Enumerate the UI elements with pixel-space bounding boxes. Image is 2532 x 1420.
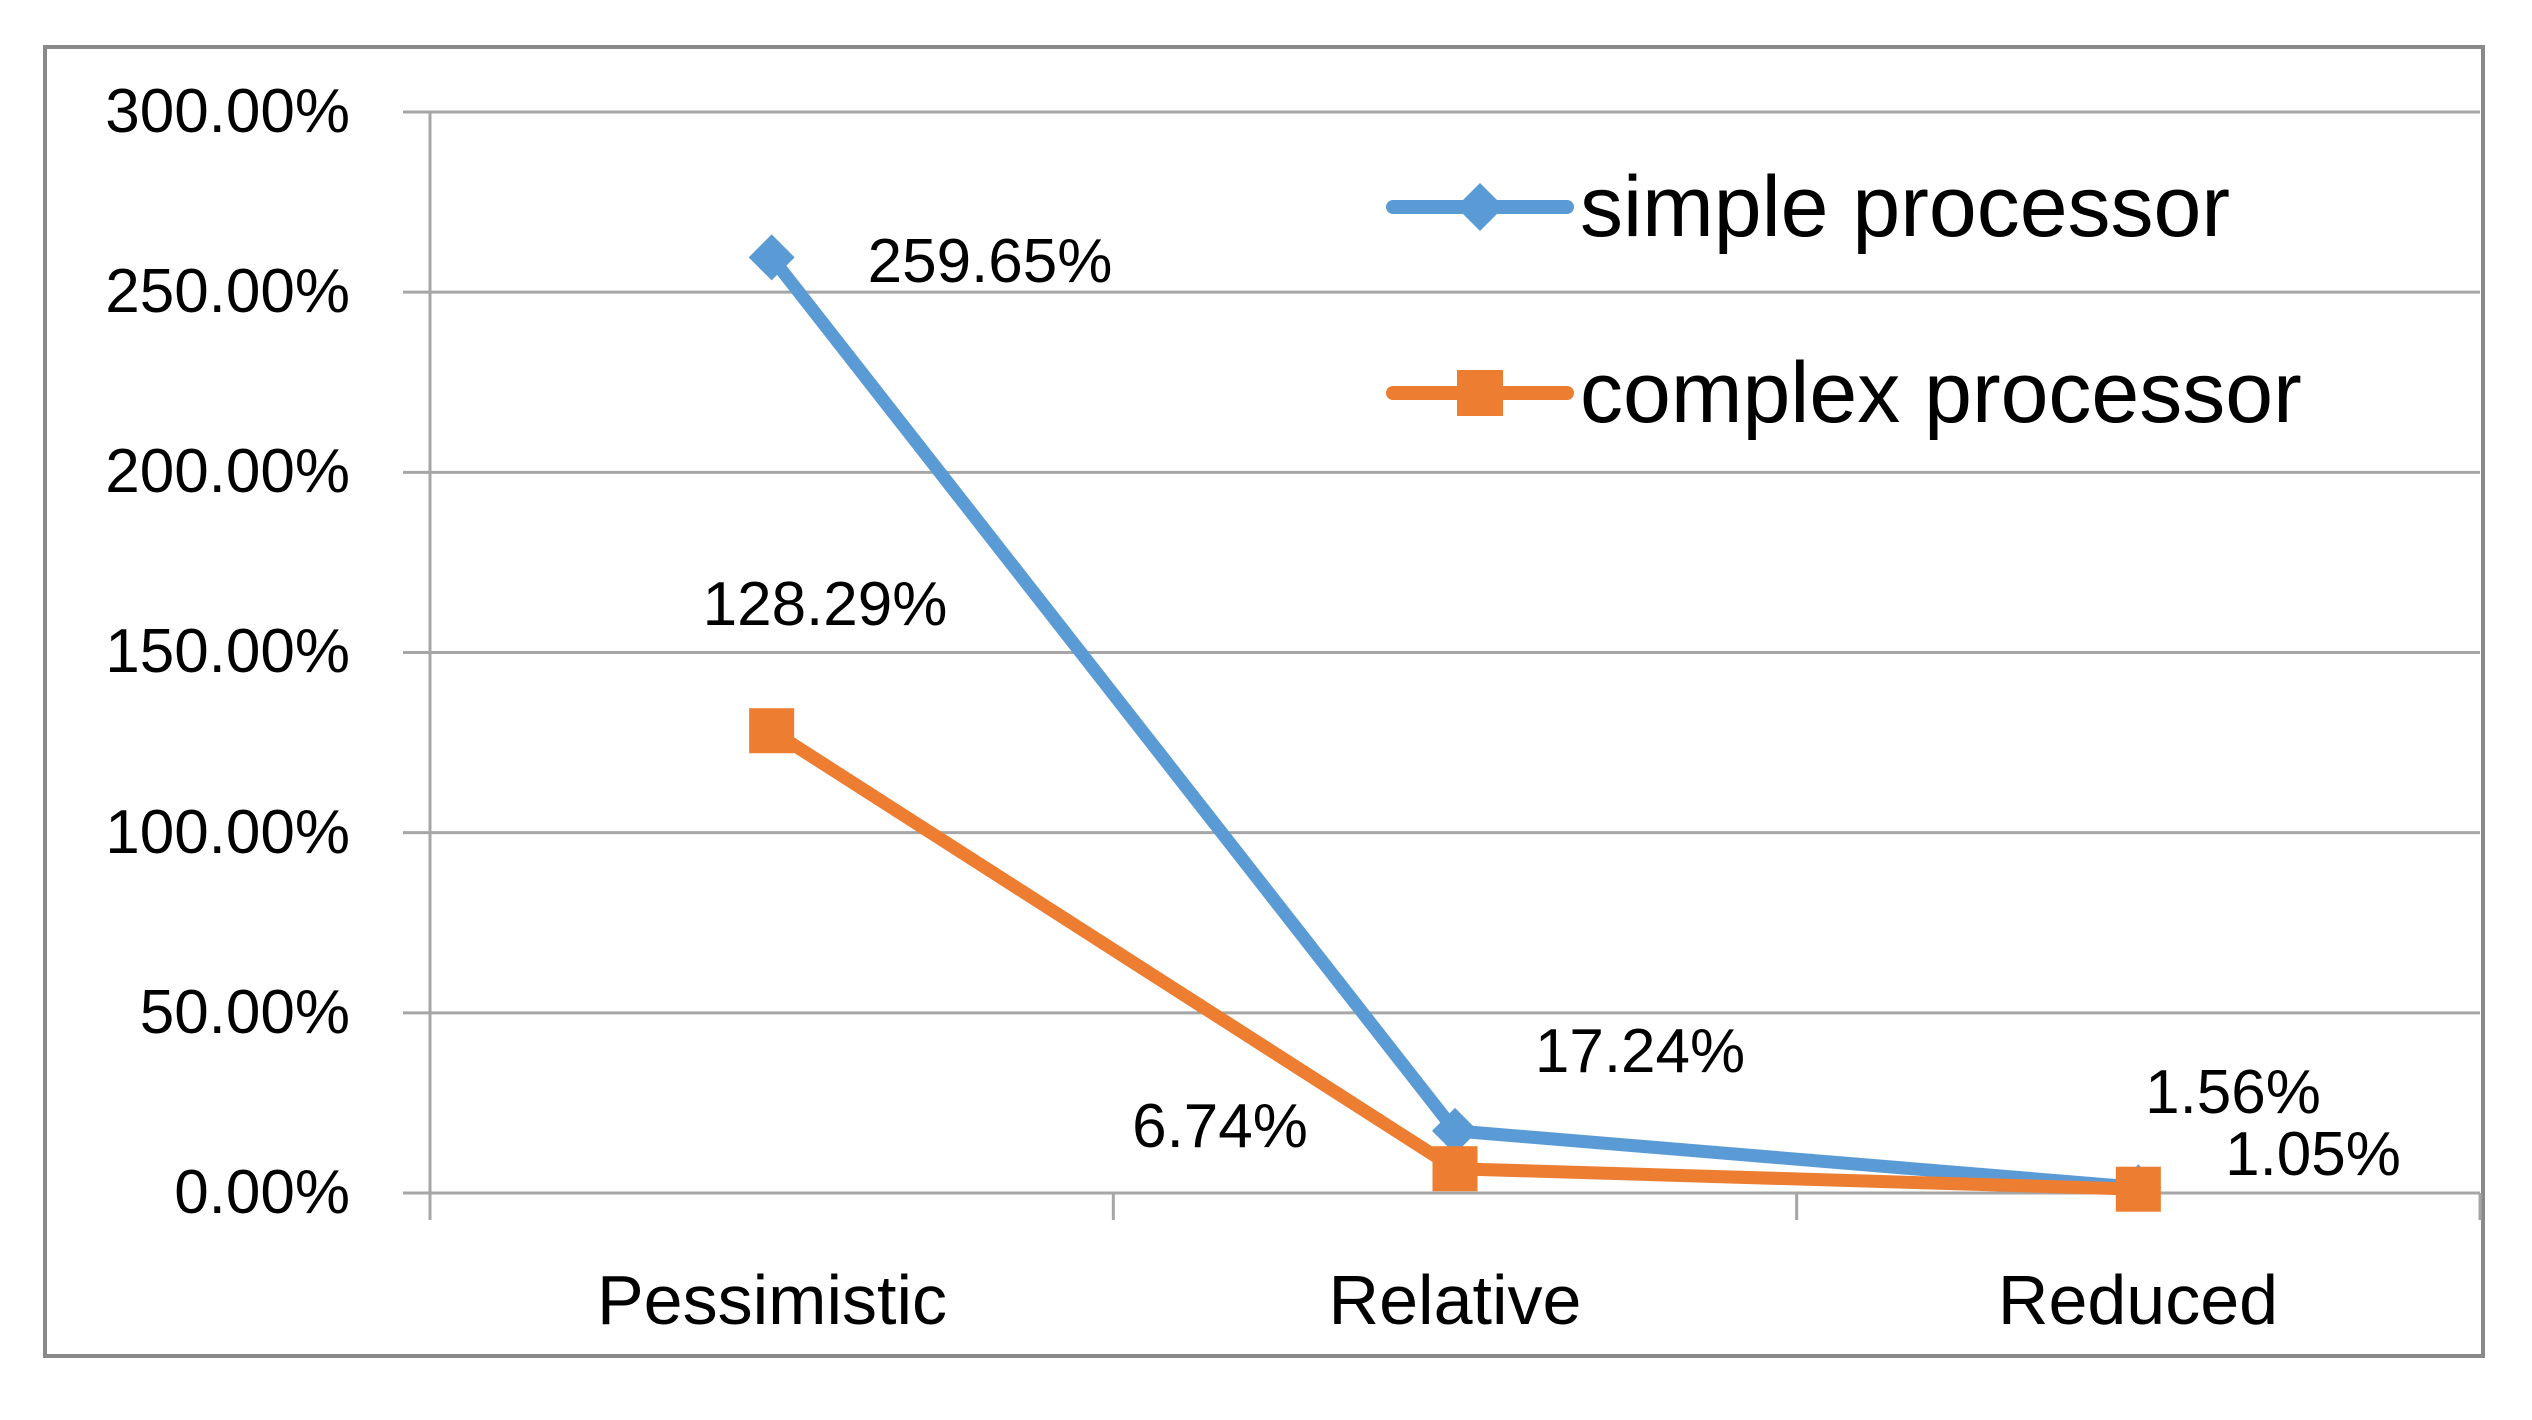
data-label-simple-reduced: 1.56% <box>2145 1058 2321 1127</box>
legend-swatch-simple-processor <box>1386 183 1574 231</box>
square-marker <box>1432 1146 1478 1192</box>
diamond-marker <box>748 234 795 281</box>
y-axis-tick-label: 100.00% <box>105 798 350 867</box>
data-label-simple-relative: 17.24% <box>1534 1017 1746 1086</box>
data-label-complex-reduced: 1.05% <box>2225 1120 2401 1189</box>
diamond-marker <box>1432 1107 1478 1154</box>
gridlines <box>403 110 2480 1195</box>
axes-and-ticks <box>428 112 2482 1220</box>
data-label-simple-pessimistic: 259.65% <box>867 227 1113 296</box>
x-axis-category-label: Reduced <box>1997 1261 2279 1339</box>
x-axis-category-label: Pessimistic <box>596 1261 948 1339</box>
square-marker <box>2115 1166 2161 1212</box>
y-axis-tick-label: 300.00% <box>105 77 350 146</box>
legend-square-marker <box>1457 370 1503 416</box>
legend-diamond-marker <box>1456 183 1504 231</box>
legend-label-simple-processor: simple processor <box>1580 159 2230 255</box>
data-label-complex-pessimistic: 128.29% <box>702 570 948 639</box>
x-axis-category-label: Relative <box>1328 1261 1582 1339</box>
y-axis-tick-label: 0.00% <box>174 1158 350 1227</box>
data-label-complex-relative: 6.74% <box>1132 1092 1308 1161</box>
y-axis-tick-label: 200.00% <box>105 437 350 506</box>
y-axis-tick-label: 50.00% <box>139 978 350 1047</box>
legend-swatch-complex-processor <box>1386 370 1574 416</box>
series-complex-processor <box>749 708 2161 1212</box>
legend-label-complex-processor: complex processor <box>1580 345 2302 441</box>
chart-frame-border <box>43 45 2485 1358</box>
y-axis-tick-label: 250.00% <box>105 257 350 326</box>
y-axis-tick-label: 150.00% <box>105 617 350 686</box>
square-marker <box>749 708 795 754</box>
